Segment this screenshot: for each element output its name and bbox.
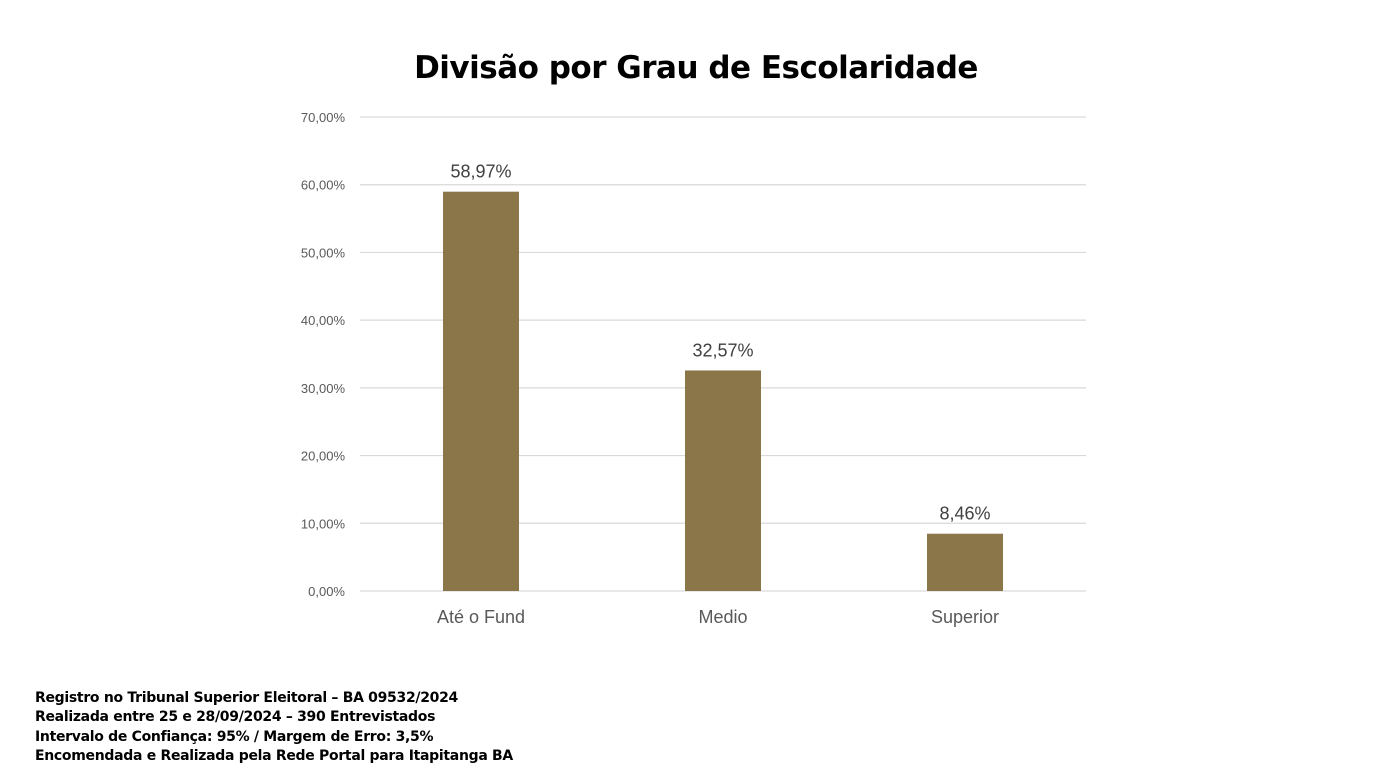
- x-tick-label: Até o Fund: [437, 607, 525, 627]
- y-tick-label: 0,00%: [308, 584, 345, 599]
- data-label: 58,97%: [450, 162, 511, 182]
- y-tick-label: 70,00%: [301, 110, 346, 125]
- y-axis-ticks: 0,00% 10,00% 20,00% 30,00% 40,00% 50,00% 60,00…: [301, 110, 346, 599]
- x-tick-label: Medio: [698, 607, 747, 627]
- y-tick-label: 20,00%: [301, 449, 346, 464]
- survey-info: Registro no Tribunal Superior Eleitoral …: [35, 689, 513, 766]
- bars: [443, 191, 1003, 592]
- bar: [927, 533, 1003, 591]
- chart-title: Divisão por Grau de Escolaridade: [414, 50, 978, 86]
- x-axis-ticks: Até o Fund Medio Superior: [437, 607, 999, 627]
- footer-line-confidence: Intervalo de Confiança: 95% / Margem de …: [35, 728, 434, 745]
- y-tick-label: 60,00%: [301, 178, 346, 193]
- y-tick-label: 30,00%: [301, 381, 346, 396]
- data-label: 32,57%: [692, 340, 753, 360]
- y-tick-label: 10,00%: [301, 516, 346, 531]
- x-tick-label: Superior: [931, 607, 999, 627]
- data-label: 8,46%: [939, 504, 990, 524]
- footer-line-registration: Registro no Tribunal Superior Eleitoral …: [35, 690, 458, 706]
- bar: [443, 191, 519, 592]
- y-tick-label: 50,00%: [301, 245, 346, 260]
- footer-line-sponsor: Encomendada e Realizada pela Rede Portal…: [35, 747, 513, 764]
- data-labels: 58,97% 32,57% 8,46%: [450, 162, 990, 524]
- bar: [685, 370, 761, 591]
- footer-line-period: Realizada entre 25 e 28/09/2024 – 390 En…: [35, 709, 436, 726]
- y-tick-label: 40,00%: [301, 313, 346, 328]
